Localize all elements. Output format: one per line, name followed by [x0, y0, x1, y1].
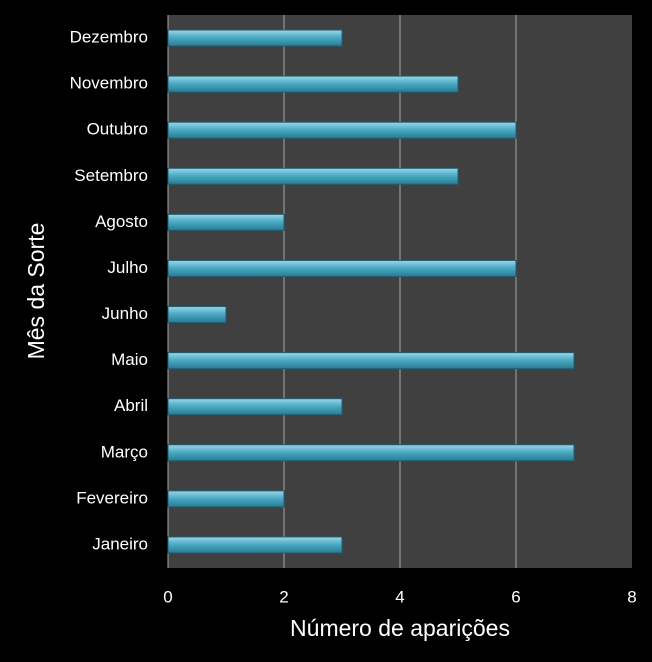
- y-tick-label: Março: [101, 442, 148, 461]
- bar: [167, 259, 517, 277]
- y-tick-label: Abril: [114, 396, 148, 415]
- x-tick-label: 8: [627, 587, 636, 606]
- y-tick-label: Julho: [107, 258, 148, 277]
- x-tick-label: 0: [163, 587, 172, 606]
- y-tick-label: Maio: [111, 350, 148, 369]
- bar: [167, 167, 459, 185]
- y-tick-label: Fevereiro: [76, 488, 148, 507]
- y-axis-title: Mês da Sorte: [23, 223, 49, 360]
- y-tick-label: Setembro: [74, 166, 148, 185]
- y-tick-label: Junho: [102, 304, 148, 323]
- bar: [167, 121, 517, 139]
- bar: [167, 29, 343, 47]
- bar: [167, 306, 227, 324]
- y-tick-label: Janeiro: [92, 534, 148, 553]
- bar: [167, 444, 575, 462]
- x-tick-label: 6: [511, 587, 520, 606]
- y-tick-label: Novembro: [70, 74, 148, 93]
- bar: [167, 490, 285, 508]
- x-axis-title: Número de aparições: [290, 615, 510, 641]
- y-tick-label: Dezembro: [70, 28, 148, 47]
- bar: [167, 352, 575, 370]
- bar: [167, 213, 285, 231]
- bar: [167, 398, 343, 416]
- bar: [167, 536, 343, 554]
- x-tick-label: 2: [279, 587, 288, 606]
- y-tick-label: Agosto: [95, 212, 148, 231]
- bar: [167, 75, 459, 93]
- x-tick-label: 4: [395, 587, 404, 606]
- y-tick-label: Outubro: [87, 120, 148, 139]
